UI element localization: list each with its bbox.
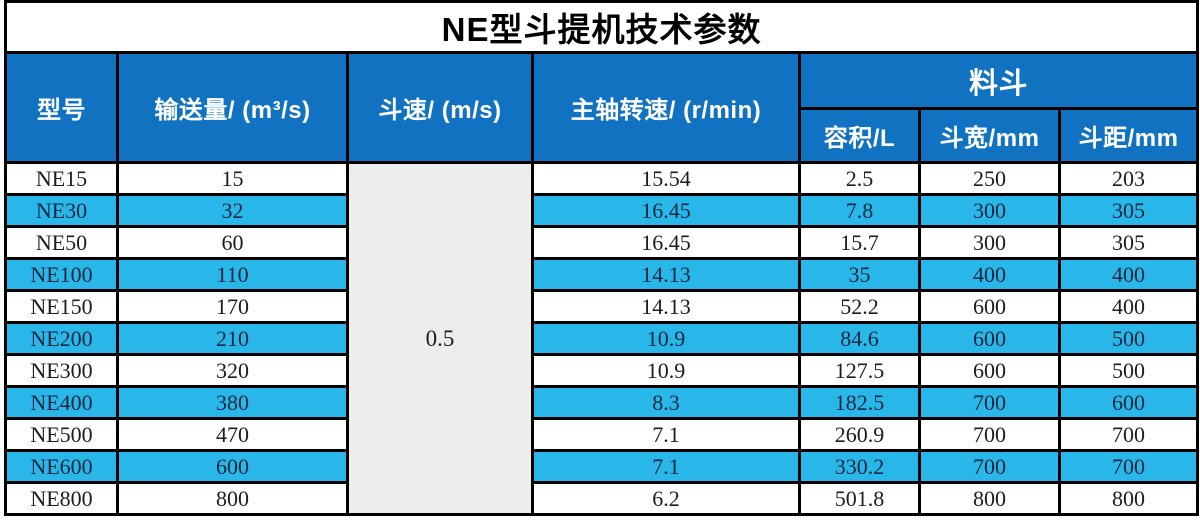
page-title: NE型斗提机技术参数 xyxy=(3,0,1200,54)
cell-bucket-width: 600 xyxy=(918,289,1061,324)
cell-capacity: 60 xyxy=(116,225,349,260)
cell-volume: 84.6 xyxy=(798,321,921,356)
cell-bucket-pitch: 700 xyxy=(1057,449,1200,484)
col-header-bucket-pitch: 斗距/mm xyxy=(1057,107,1200,164)
cell-shaft-speed: 16.45 xyxy=(531,193,801,228)
cell-bucket-width: 250 xyxy=(918,161,1061,196)
cell-volume: 127.5 xyxy=(798,353,921,388)
col-header-volume: 容积/L xyxy=(798,107,921,164)
cell-bucket-width: 700 xyxy=(918,385,1061,420)
cell-bucket-pitch: 305 xyxy=(1057,225,1200,260)
cell-model: NE300 xyxy=(4,353,119,388)
table-row: NE300 320 10.9 127.5 600 500 xyxy=(4,353,1200,388)
cell-capacity: 380 xyxy=(116,385,349,420)
cell-bucket-pitch: 400 xyxy=(1057,289,1200,324)
cell-bucket-width: 600 xyxy=(918,321,1061,356)
col-header-shaft-speed: 主轴转速/ (r/min) xyxy=(531,51,801,164)
cell-model: NE100 xyxy=(4,257,119,292)
cell-model: NE600 xyxy=(4,449,119,484)
cell-volume: 35 xyxy=(798,257,921,292)
cell-shaft-speed: 10.9 xyxy=(531,321,801,356)
cell-model: NE800 xyxy=(4,481,119,516)
cell-model: NE15 xyxy=(4,161,119,196)
cell-shaft-speed: 16.45 xyxy=(531,225,801,260)
table-row: NE200 210 10.9 84.6 600 500 xyxy=(4,321,1200,356)
table-row: NE100 110 14.13 35 400 400 xyxy=(4,257,1200,292)
cell-model: NE400 xyxy=(4,385,119,420)
title-row: NE型斗提机技术参数 xyxy=(3,0,1200,54)
cell-shaft-speed: 14.13 xyxy=(531,289,801,324)
header-row-main: 型号 输送量/ (m³/s) 斗速/ (m/s) 主轴转速/ (r/min) 料… xyxy=(4,51,1200,164)
cell-volume: 182.5 xyxy=(798,385,921,420)
cell-capacity: 210 xyxy=(116,321,349,356)
cell-capacity: 110 xyxy=(116,257,349,292)
cell-volume: 2.5 xyxy=(798,161,921,196)
cell-capacity: 600 xyxy=(116,449,349,484)
cell-bucket-width: 600 xyxy=(918,353,1061,388)
cell-shaft-speed: 14.13 xyxy=(531,257,801,292)
cell-bucket-pitch: 700 xyxy=(1057,417,1200,452)
table-row: NE600 600 7.1 330.2 700 700 xyxy=(4,449,1200,484)
table-row: NE400 380 8.3 182.5 700 600 xyxy=(4,385,1200,420)
cell-bucket-width: 400 xyxy=(918,257,1061,292)
cell-bucket-pitch: 500 xyxy=(1057,353,1200,388)
cell-bucket-width: 700 xyxy=(918,449,1061,484)
table-row: NE50 60 16.45 15.7 300 305 xyxy=(4,225,1200,260)
cell-model: NE50 xyxy=(4,225,119,260)
cell-shaft-speed: 7.1 xyxy=(531,449,801,484)
cell-bucket-pitch: 305 xyxy=(1057,193,1200,228)
cell-volume: 501.8 xyxy=(798,481,921,516)
cell-capacity: 320 xyxy=(116,353,349,388)
spec-table: NE型斗提机技术参数 型号 输送量/ (m³/s) 斗速/ (m/s) 主轴转速… xyxy=(3,0,1200,516)
col-header-bucket-speed: 斗速/ (m/s) xyxy=(346,51,534,164)
col-header-bucket-group: 料斗 xyxy=(797,51,1200,110)
cell-bucket-width: 300 xyxy=(918,193,1061,228)
cell-capacity: 470 xyxy=(116,417,349,452)
cell-shaft-speed: 10.9 xyxy=(531,353,801,388)
cell-volume: 7.8 xyxy=(798,193,921,228)
header-row-sub: 容积/L 斗宽/mm 斗距/mm xyxy=(6,107,1200,164)
cell-model: NE150 xyxy=(4,289,119,324)
cell-shaft-speed: 8.3 xyxy=(531,385,801,420)
col-header-bucket-width: 斗宽/mm xyxy=(918,107,1061,164)
cell-bucket-pitch: 600 xyxy=(1057,385,1200,420)
cell-capacity: 170 xyxy=(116,289,349,324)
cell-bucket-width: 800 xyxy=(918,481,1061,516)
table-row: NE15 15 0.5 15.54 2.5 250 203 xyxy=(4,161,1200,516)
cell-volume: 260.9 xyxy=(798,417,921,452)
cell-bucket-width: 300 xyxy=(918,225,1061,260)
cell-bucket-speed-merged: 0.5 xyxy=(346,161,534,516)
cell-bucket-pitch: 203 xyxy=(1057,161,1200,196)
cell-capacity: 800 xyxy=(116,481,349,516)
cell-model: NE30 xyxy=(4,193,119,228)
cell-bucket-width: 700 xyxy=(918,417,1061,452)
cell-capacity: 15 xyxy=(116,161,349,196)
cell-volume: 15.7 xyxy=(798,225,921,260)
cell-volume: 330.2 xyxy=(798,449,921,484)
col-header-model: 型号 xyxy=(4,51,119,164)
cell-shaft-speed: 7.1 xyxy=(531,417,801,452)
cell-bucket-pitch: 800 xyxy=(1057,481,1200,516)
table-row: NE30 32 16.45 7.8 300 305 xyxy=(4,193,1200,228)
cell-shaft-speed: 15.54 xyxy=(531,161,801,196)
cell-model: NE200 xyxy=(4,321,119,356)
table-row: NE150 170 14.13 52.2 600 400 xyxy=(4,289,1200,324)
col-header-capacity: 输送量/ (m³/s) xyxy=(116,51,349,164)
cell-bucket-pitch: 500 xyxy=(1057,321,1200,356)
cell-volume: 52.2 xyxy=(798,289,921,324)
cell-capacity: 32 xyxy=(116,193,349,228)
cell-bucket-pitch: 400 xyxy=(1057,257,1200,292)
cell-shaft-speed: 6.2 xyxy=(531,481,801,516)
cell-model: NE500 xyxy=(4,417,119,452)
table-row: NE800 800 6.2 501.8 800 800 xyxy=(4,481,1200,516)
table-row: NE500 470 7.1 260.9 700 700 xyxy=(4,417,1200,452)
